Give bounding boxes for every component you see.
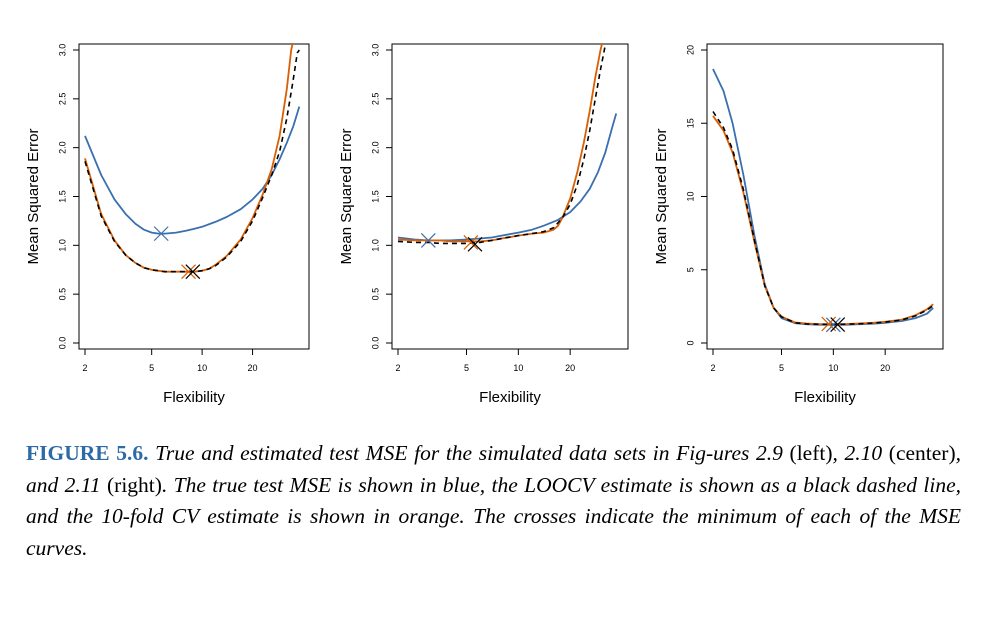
x-tick-label: 10 xyxy=(197,363,207,373)
tenfold-cv-min-cross xyxy=(181,264,196,280)
tenfold-cv-line xyxy=(84,44,294,273)
x-axis-title: Flexibility xyxy=(479,389,541,406)
cross-stroke xyxy=(825,317,841,333)
x-tick-label: 2 xyxy=(395,363,400,373)
loocv-min-cross xyxy=(467,236,483,252)
y-tick-label: 15 xyxy=(685,118,695,128)
cross-stroke xyxy=(153,226,169,242)
series-group xyxy=(712,68,934,326)
chart-panel-2: 2 5 10 20 0.0 0.5 1.0 1.5 2.0 2.5 3.0 Flexibility Me… xyxy=(338,43,629,406)
caption-right: (right) xyxy=(107,472,162,497)
cross-stroke xyxy=(463,234,479,250)
y-tick-label: 3.0 xyxy=(370,44,380,57)
cross-stroke xyxy=(420,233,436,248)
y-tick-label: 0.0 xyxy=(370,337,380,350)
loocv-min-cross xyxy=(185,264,201,280)
y-tick-label: 0.0 xyxy=(57,337,67,350)
y-tick-label: 0.5 xyxy=(57,288,67,301)
caption-text-2: , 2.10 xyxy=(832,441,889,465)
x-axis-title: Flexibility xyxy=(163,389,225,406)
y-axis-title: Mean Squared Error xyxy=(25,129,42,265)
series-group xyxy=(397,44,618,245)
y-axis-title: Mean Squared Error xyxy=(338,129,355,265)
y-tick-label: 1.0 xyxy=(57,239,67,252)
caption-text-1: True and estimated test MSE for the simu… xyxy=(148,441,790,465)
y-tick-label: 1.0 xyxy=(370,239,380,252)
x-axis-title: Flexibility xyxy=(794,389,856,406)
loocv-line xyxy=(397,44,607,245)
true-mse-line xyxy=(84,106,301,235)
figure-panels: 2 5 10 200.00.51.01.52.02.53.0FlexibilityMe… xyxy=(25,43,944,406)
y-tick-label: 3.0 xyxy=(57,44,67,57)
chart-panel-3: 2 5 10 20 0 5 10 15 20 Flexibility Mean Squared Er… xyxy=(653,43,944,406)
tenfold-cv-line xyxy=(397,44,603,243)
y-tick-label: 2.5 xyxy=(57,93,67,106)
loocv-line xyxy=(84,49,300,273)
true-mse-min-cross xyxy=(420,233,436,248)
cross-stroke xyxy=(185,264,201,280)
cross-stroke xyxy=(830,317,846,332)
x-tick-label: 5 xyxy=(149,363,154,373)
y-tick-label: 0.5 xyxy=(370,288,380,301)
y-tick-label: 20 xyxy=(685,45,695,55)
x-tick-label: 5 xyxy=(779,363,784,373)
caption-center: (center) xyxy=(888,441,956,465)
figure-caption: FIGURE 5.6. True and estimated test MSE … xyxy=(26,438,961,564)
x-tick-label: 10 xyxy=(513,363,523,373)
y-tick-label: 2.5 xyxy=(370,93,380,106)
plot-frame xyxy=(706,43,944,350)
series-group xyxy=(84,44,301,273)
y-tick-label: 1.5 xyxy=(370,190,380,203)
caption-text-4: . The true test MSE is shown in blue, th… xyxy=(26,472,961,560)
x-tick-label: 20 xyxy=(248,363,258,373)
y-tick-label: 2.0 xyxy=(57,141,67,154)
true-mse-line xyxy=(397,113,618,242)
y-axis-title: Mean Squared Error xyxy=(653,129,670,265)
loocv-line xyxy=(712,111,934,326)
true-mse-min-cross xyxy=(153,226,169,242)
cross-stroke xyxy=(467,236,483,252)
y-tick-label: 1.5 xyxy=(57,190,67,203)
x-tick-label: 2 xyxy=(82,363,87,373)
cross-stroke xyxy=(821,316,837,332)
figure-label: FIGURE 5.6. xyxy=(26,441,149,465)
x-tick-label: 20 xyxy=(565,363,575,373)
x-tick-label: 20 xyxy=(880,363,890,373)
tenfold-cv-line xyxy=(712,115,934,326)
loocv-min-cross xyxy=(830,317,846,332)
y-tick-label: 10 xyxy=(685,191,695,201)
cross-stroke xyxy=(181,264,196,280)
tenfold-cv-min-cross xyxy=(463,234,479,250)
caption-text-3: , and 2.11 xyxy=(26,441,962,497)
y-tick-label: 2.0 xyxy=(370,141,380,154)
caption-left: (left) xyxy=(789,441,833,465)
true-mse-min-cross xyxy=(825,317,841,333)
x-tick-label: 2 xyxy=(710,363,715,373)
x-tick-label: 10 xyxy=(828,363,838,373)
chart-panel-1: 2 5 10 20 0.0 0.5 1.0 1.5 2.0 2.5 3.0 Flexibility Me… xyxy=(25,43,310,406)
x-tick-label: 5 xyxy=(464,363,469,373)
y-tick-label: 0 xyxy=(685,340,695,345)
true-mse-line xyxy=(712,68,934,326)
y-tick-label: 5 xyxy=(685,267,695,272)
